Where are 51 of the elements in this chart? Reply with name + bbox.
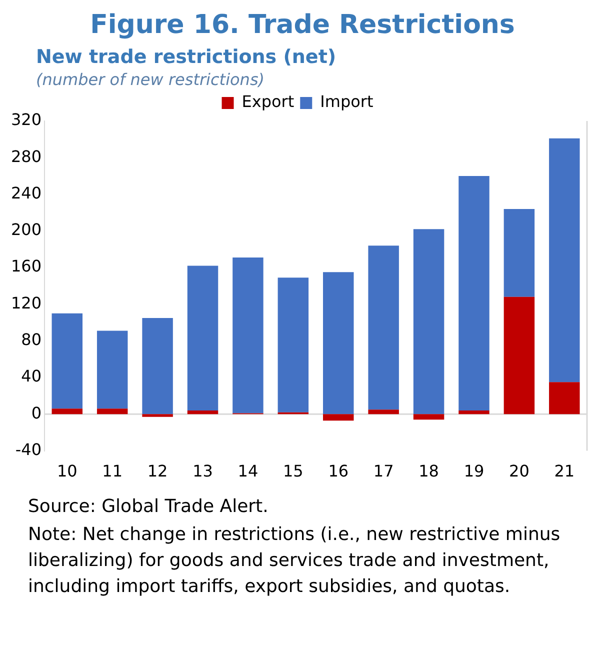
bar <box>52 313 83 409</box>
y-tick-label: 160 <box>10 256 42 276</box>
y-tick-label: 120 <box>10 293 42 312</box>
x-tick-label: 13 <box>192 462 213 481</box>
x-tick-label: 19 <box>464 462 484 481</box>
x-tick-label: 11 <box>102 462 123 481</box>
y-tick-label: 0 <box>31 403 42 422</box>
y-tick-label: -40 <box>15 440 42 459</box>
bar <box>96 330 128 409</box>
bar <box>458 410 490 414</box>
bar <box>368 410 399 414</box>
bar <box>504 296 535 414</box>
bar <box>187 410 218 414</box>
x-tick-label: 21 <box>554 462 575 481</box>
bar <box>549 382 580 414</box>
bar <box>142 318 173 414</box>
x-tick-label: 17 <box>373 462 394 481</box>
bar <box>96 408 128 414</box>
x-tick-label: 18 <box>418 462 439 481</box>
bar <box>323 414 354 421</box>
chart-subtitle: New trade restrictions (net) <box>36 46 338 68</box>
y-tick-label: 280 <box>10 146 42 166</box>
bar <box>413 229 444 414</box>
text: Note: Net change in restrictions (i.e., new restrictive minus liberalizing) for goods and services trade and investment, including import tariffs, export subsidies, and quotas. <box>28 523 562 599</box>
y-tick-label: 40 <box>21 366 42 386</box>
bar <box>458 176 490 410</box>
bar <box>504 208 535 297</box>
x-tick-label: 14 <box>238 462 258 481</box>
bar <box>187 266 218 410</box>
bar <box>142 414 173 417</box>
bar <box>232 258 264 414</box>
y-tick-label: 200 <box>10 220 42 240</box>
y-tick-label: 80 <box>21 330 42 350</box>
legend-label: Import <box>320 92 374 112</box>
x-tick-label: 10 <box>56 462 78 481</box>
bar <box>368 246 399 410</box>
bar <box>323 272 354 414</box>
x-tick-label: 16 <box>328 462 349 481</box>
bar <box>413 414 444 420</box>
y-axis-title: (number of new restrictions) <box>36 70 266 89</box>
bar <box>549 138 580 382</box>
source-note: Source: Global Trade Alert. <box>28 495 270 519</box>
x-tick-label: 20 <box>509 462 530 481</box>
bar <box>278 278 309 412</box>
legend-label: Export <box>242 92 294 112</box>
bar <box>52 408 83 414</box>
y-tick-label: 240 <box>10 183 42 202</box>
x-tick-label: 12 <box>147 462 168 481</box>
x-tick-label: 15 <box>282 462 304 481</box>
chart-title: Figure 16. Trade Restrictions <box>89 10 516 40</box>
y-tick-label: 320 <box>10 110 42 130</box>
